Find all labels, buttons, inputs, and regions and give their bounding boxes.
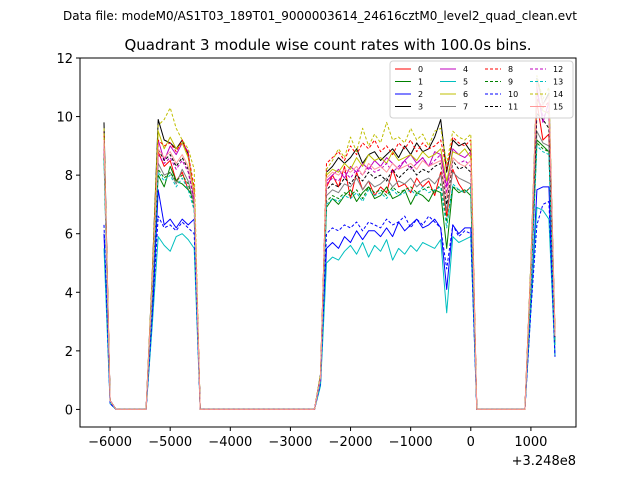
axes-layer: −6000 −5000 −4000 −3000 −2000 −1000 0 1000 0 2 4 6 8… (56, 52, 547, 450)
legend-label-2: 2 (418, 90, 423, 99)
series-layer (103, 75, 556, 410)
y-tick-label: 0 (65, 403, 73, 418)
legend-label-13: 13 (553, 78, 563, 87)
legend-label-3: 3 (418, 103, 423, 112)
y-tick-label: 6 (65, 228, 73, 243)
series-line-15 (103, 80, 556, 410)
x-tick-label: −6000 (88, 435, 132, 450)
series-line-10 (103, 201, 556, 410)
y-tick-label: 8 (65, 169, 73, 184)
x-tick-label: −1000 (389, 435, 433, 450)
y-tick-label: 10 (56, 111, 73, 126)
legend-label-1: 1 (418, 78, 423, 87)
legend-label-4: 4 (463, 65, 468, 74)
legend-label-10: 10 (508, 90, 518, 99)
legend-label-12: 12 (553, 65, 563, 74)
legend-label-14: 14 (553, 90, 563, 99)
x-tick-label: −3000 (268, 435, 312, 450)
series-line-8 (103, 98, 556, 410)
chart-title: Quadrant 3 module wise count rates with … (124, 36, 531, 54)
x-tick-label: −4000 (208, 435, 252, 450)
y-tick-label: 12 (56, 52, 73, 67)
legend-label-11: 11 (508, 103, 518, 112)
x-offset-label: +3.248e8 (512, 454, 576, 469)
x-tick-label: 1000 (514, 435, 547, 450)
y-tick-label: 2 (65, 345, 73, 360)
x-tick-label: 0 (467, 435, 475, 450)
legend-label-15: 15 (553, 103, 563, 112)
y-tick-label: 4 (65, 286, 73, 301)
series-line-11 (103, 113, 556, 410)
legend-label-6: 6 (463, 90, 468, 99)
legend-label-9: 9 (508, 78, 513, 87)
legend-label-8: 8 (508, 65, 513, 74)
series-line-12 (103, 92, 556, 410)
x-tick-label: −5000 (148, 435, 192, 450)
legend-label-7: 7 (463, 103, 468, 112)
legend-label-5: 5 (463, 78, 468, 87)
series-line-13 (103, 145, 556, 410)
chart-suptitle: Data file: modeM0/AS1T03_189T01_90000036… (63, 9, 577, 23)
x-tick-label: −2000 (329, 435, 373, 450)
legend-box (389, 60, 574, 119)
legend-label-0: 0 (418, 65, 423, 74)
plot-frame (79, 57, 577, 428)
